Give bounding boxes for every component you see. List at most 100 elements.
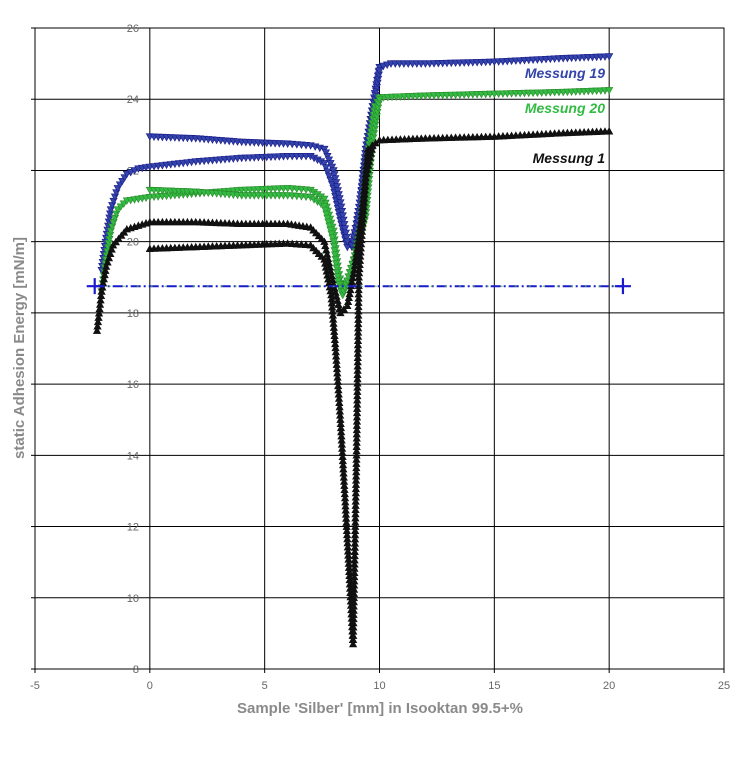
data-point — [104, 253, 114, 262]
data-point — [351, 509, 360, 518]
data-point — [349, 602, 358, 610]
data-point — [359, 202, 368, 210]
data-point — [375, 67, 384, 75]
x-tick-label: 5 — [262, 680, 268, 692]
data-point — [353, 353, 362, 362]
data-point — [350, 551, 359, 560]
data-point — [366, 149, 375, 157]
data-point — [349, 623, 358, 631]
data-point — [605, 53, 614, 61]
data-point — [357, 231, 366, 239]
data-point — [348, 639, 358, 648]
data-point — [353, 404, 362, 412]
data-point — [352, 446, 361, 455]
data-point — [332, 179, 341, 187]
data-point — [354, 306, 363, 315]
data-point — [350, 572, 359, 581]
data-point — [345, 289, 354, 298]
data-point — [352, 467, 361, 476]
data-point — [326, 226, 335, 235]
data-point — [605, 127, 614, 135]
data-point — [351, 514, 360, 522]
tick-labels: -505101520258101214161820222426 — [30, 23, 730, 692]
data-point — [365, 153, 375, 161]
data-point — [332, 183, 342, 191]
data-point — [351, 484, 361, 493]
data-point — [330, 171, 339, 179]
data-point — [325, 222, 334, 231]
series-labels: Messung 19 Messung 20 Messung 1 — [525, 65, 605, 166]
data-point — [340, 221, 349, 229]
y-tick-label: 24 — [127, 94, 139, 106]
data-point — [352, 425, 361, 434]
x-tick-label: -5 — [30, 680, 40, 692]
data-point — [352, 421, 362, 429]
data-point — [353, 383, 362, 391]
data-point — [363, 165, 372, 173]
data-point — [334, 191, 343, 199]
data-point — [323, 214, 332, 223]
data-point — [340, 225, 350, 233]
data-point — [350, 555, 359, 564]
cross-marker — [614, 278, 631, 295]
data-point — [358, 214, 367, 223]
data-point — [326, 160, 335, 168]
data-point — [354, 273, 363, 281]
y-tick-label: 12 — [127, 522, 139, 534]
data-point — [350, 539, 360, 547]
y-tick-label: 26 — [127, 23, 139, 35]
data-point — [337, 203, 346, 212]
data-point — [350, 576, 359, 585]
data-point — [321, 149, 331, 157]
data-point — [101, 266, 110, 274]
data-point — [351, 493, 360, 501]
data-point — [330, 247, 339, 255]
data-point — [343, 301, 352, 309]
y-tick-label: 14 — [127, 450, 139, 462]
data-point — [328, 234, 337, 242]
data-point — [351, 476, 361, 484]
data-point — [348, 273, 357, 282]
data-point — [347, 277, 357, 286]
data-point — [106, 249, 115, 257]
data-point — [353, 370, 362, 378]
data-point — [96, 296, 105, 304]
data-point — [353, 336, 363, 345]
data-point — [349, 589, 359, 597]
x-axis-title: Sample 'Silber' [mm] in Isooktan 99.5+% — [237, 700, 523, 717]
data-point — [324, 218, 333, 227]
data-point — [349, 269, 358, 278]
series-label-messung-20: Messung 20 — [525, 100, 605, 116]
series-label-messung-1: Messung 1 — [533, 150, 606, 166]
data-point — [349, 597, 358, 606]
data-point — [349, 631, 358, 639]
data-point — [351, 522, 360, 530]
data-point — [349, 606, 358, 614]
data-point — [360, 194, 369, 202]
data-point — [96, 291, 106, 300]
data-point — [330, 251, 340, 259]
data-point — [368, 141, 377, 149]
data-point — [354, 285, 363, 294]
data-point — [93, 322, 102, 330]
cross-marker — [86, 278, 103, 295]
data-point — [352, 408, 362, 417]
data-point — [351, 526, 360, 535]
data-point — [352, 442, 361, 451]
data-point — [364, 161, 373, 169]
data-point — [349, 614, 358, 623]
data-point — [331, 255, 340, 264]
data-point — [358, 219, 367, 227]
data-point — [349, 610, 358, 618]
data-point — [375, 96, 384, 104]
data-point — [349, 635, 358, 644]
data-point — [354, 328, 363, 336]
data-point — [327, 163, 337, 172]
data-point — [349, 585, 359, 593]
data-point — [339, 305, 349, 313]
data-point — [338, 212, 347, 220]
data-point — [352, 472, 361, 480]
data-point — [352, 429, 361, 438]
y-tick-label: 20 — [127, 237, 139, 249]
data-point — [107, 245, 116, 253]
